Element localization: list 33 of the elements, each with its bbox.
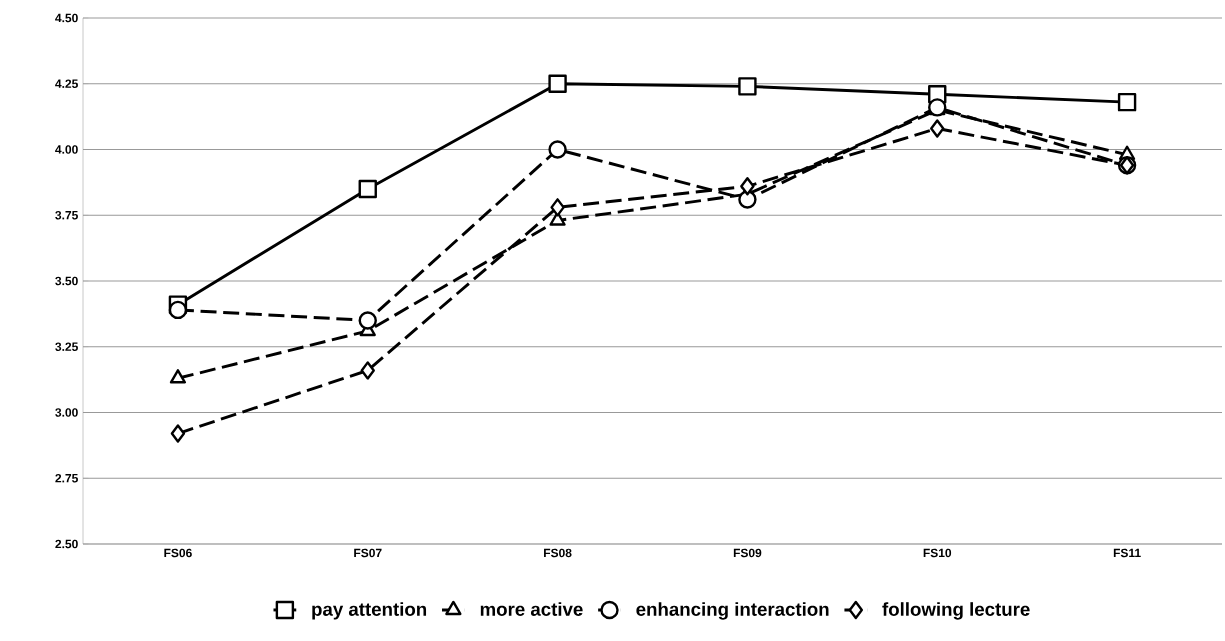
point (169, 369, 187, 384)
point (358, 179, 377, 199)
y-tick-label: 2.50 (55, 539, 78, 549)
legend-label: following lecture (882, 602, 1030, 620)
x-tick-label: FS08 (544, 548, 572, 558)
x-tick-label: FS06 (164, 548, 192, 558)
legend-label: more active (480, 602, 583, 616)
point (1117, 92, 1137, 112)
legend-label: pay attention (312, 602, 427, 620)
y-tick-label: 3.25 (55, 342, 78, 351)
point (548, 74, 567, 93)
point (548, 140, 567, 159)
point (168, 300, 188, 320)
y-tick-label: 4.50 (55, 13, 78, 23)
point (738, 190, 757, 209)
point (550, 198, 565, 217)
point (358, 311, 377, 330)
x-tick-label: FS07 (354, 548, 382, 558)
point (930, 119, 945, 138)
y-tick-label: 2.75 (55, 473, 78, 483)
y-tick-label: 4.00 (55, 145, 78, 154)
y-tick-label: 3.75 (55, 210, 78, 220)
point (360, 361, 375, 380)
point (170, 424, 186, 443)
point (738, 77, 757, 96)
y-tick-label: 3.50 (55, 276, 78, 286)
y-tick-label: 4.25 (55, 79, 78, 88)
point (740, 177, 755, 196)
x-tick-label: FS10 (923, 548, 952, 558)
x-tick-label: FS11 (1113, 548, 1141, 558)
x-tick-label: FS09 (733, 548, 762, 558)
y-tick-label: 3.00 (55, 408, 78, 417)
legend-label: enhancing interaction (636, 602, 829, 620)
